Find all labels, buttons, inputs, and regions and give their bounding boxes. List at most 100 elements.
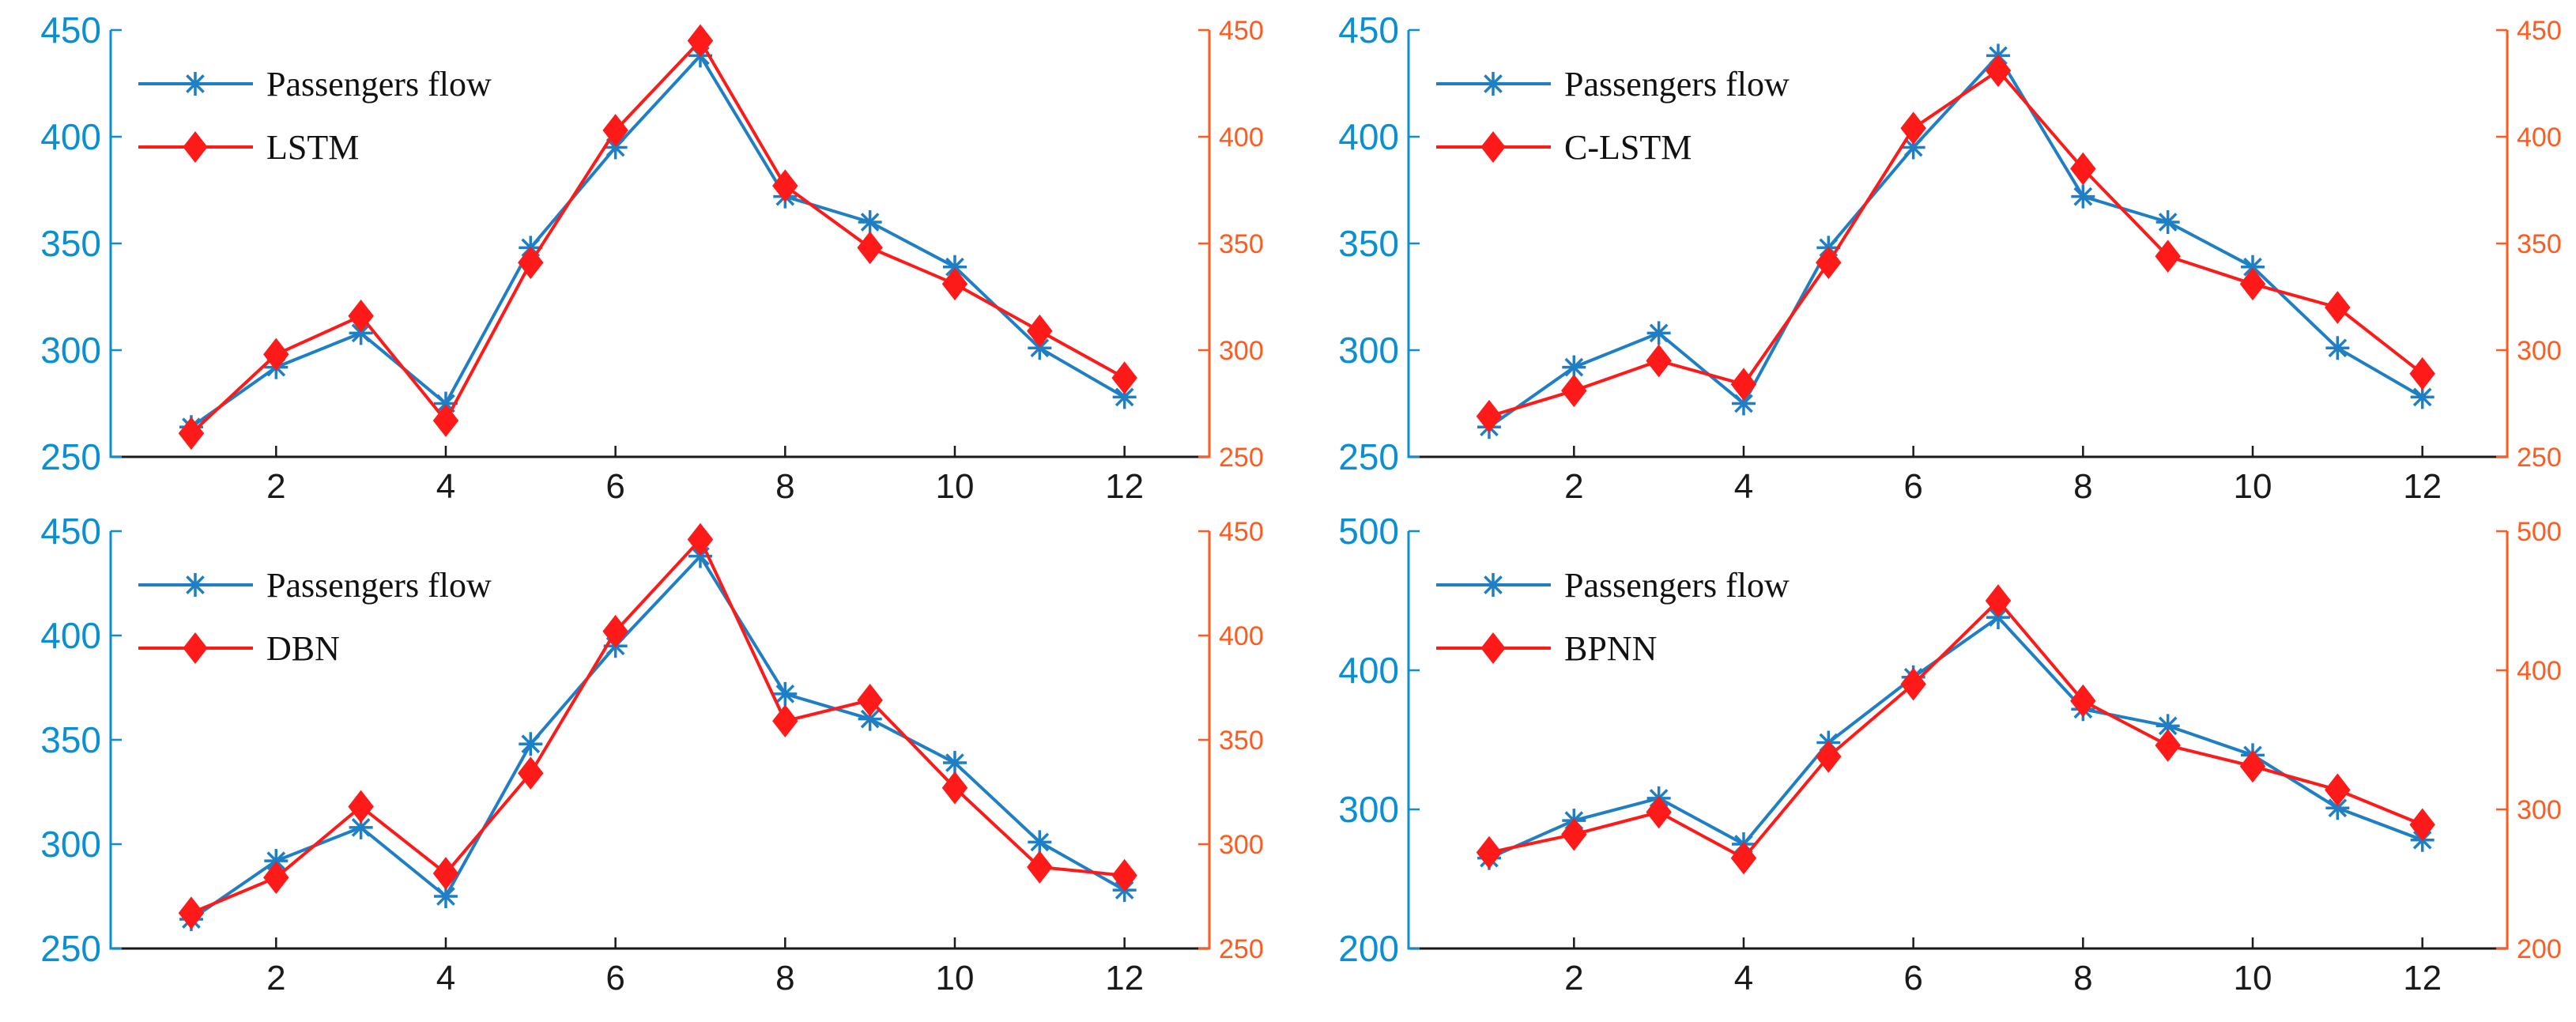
point-diamond [2239, 749, 2266, 783]
point-diamond [2325, 773, 2351, 807]
x-tick-label: 2 [1564, 959, 1583, 997]
point-star [2325, 336, 2350, 360]
legend-label: C-LSTM [1564, 128, 1692, 167]
x-tick-label: 10 [936, 467, 975, 506]
y-tick-label-right: 450 [2517, 16, 2562, 46]
point-diamond [1730, 368, 1757, 402]
y-tick-label-right: 250 [1219, 934, 1264, 964]
x-tick-label: 6 [1903, 959, 1922, 997]
point-star [264, 849, 289, 873]
y-tick-label-right: 300 [1219, 336, 1264, 366]
series-line-actual [1488, 616, 2423, 860]
point-star [1028, 336, 1052, 360]
legend-label: DBN [266, 629, 340, 668]
y-tick-label-left: 300 [40, 824, 101, 865]
legend-entry-predicted: C-LSTM [1436, 128, 1692, 167]
y-tick-label-right: 200 [2517, 934, 2562, 964]
x-tick-label: 4 [1734, 467, 1753, 506]
legend-diamond-marker [183, 632, 208, 664]
point-diamond [1730, 841, 1757, 875]
legend-star-marker [1481, 72, 1505, 96]
point-diamond [1561, 374, 1587, 408]
point-diamond [1985, 54, 2012, 88]
x-tick-label: 12 [1105, 467, 1144, 506]
point-diamond [1816, 740, 1842, 773]
x-tick-label: 6 [1903, 467, 1922, 506]
point-diamond [857, 231, 883, 265]
x-tick-label: 12 [2403, 467, 2442, 506]
point-diamond [772, 704, 798, 738]
point-diamond [1476, 399, 1503, 433]
y-tick-label-left: 250 [1338, 436, 1399, 477]
series-line-predicted [190, 39, 1126, 435]
legend-star-marker [1481, 573, 1505, 597]
y-tick-label-left: 300 [1338, 330, 1399, 371]
point-diamond [1985, 584, 2012, 617]
point-diamond [1900, 667, 1926, 701]
y-tick-label-left: 350 [40, 223, 101, 264]
legend-label: Passengers flow [266, 566, 492, 605]
point-star [349, 321, 373, 345]
chart-panel-bottom-left: 2 4 6 8 10 12 250 300 350 400 450 250 300 350 400 450 Pa… [40, 511, 1263, 997]
y-tick-label-right: 400 [1219, 621, 1264, 651]
point-diamond [178, 417, 205, 451]
y-tick-label-left: 350 [40, 719, 101, 760]
point-star [1028, 830, 1052, 854]
series-line-actual [1488, 54, 2423, 428]
x-tick-label: 8 [775, 959, 794, 997]
point-diamond [263, 338, 289, 371]
legend-label: LSTM [266, 128, 359, 167]
point-diamond [2409, 356, 2435, 390]
point-diamond [518, 246, 544, 280]
point-diamond [2409, 808, 2435, 842]
series-line-predicted [1488, 599, 2423, 860]
point-star [1562, 355, 1586, 379]
y-tick-label-right: 250 [2517, 443, 2562, 473]
point-diamond [687, 522, 714, 556]
point-diamond [602, 114, 628, 147]
point-diamond [432, 404, 459, 437]
y-tick-label-right: 450 [1219, 517, 1264, 547]
point-diamond [941, 771, 968, 805]
legend-diamond-marker [1480, 632, 1506, 664]
x-tick-label: 8 [775, 467, 794, 506]
point-star [433, 391, 458, 416]
point-diamond [1900, 111, 1926, 145]
point-diamond [518, 756, 544, 790]
point-diamond [1646, 795, 1672, 829]
y-tick-label-right: 400 [1219, 123, 1264, 153]
point-diamond [1111, 858, 1137, 892]
point-star [858, 210, 882, 234]
x-tick-label: 4 [1734, 959, 1753, 997]
point-star [603, 135, 628, 160]
legend-label: Passengers flow [1564, 566, 1790, 605]
y-tick-label-right: 350 [2517, 229, 2562, 259]
y-tick-label-right: 350 [1219, 726, 1264, 756]
x-tick-label: 2 [1564, 467, 1583, 506]
chart-panel-top-right: 2 4 6 8 10 12 250 300 350 400 450 250 300 350 400 450 Pa… [1338, 9, 2561, 506]
y-tick-label-right: 300 [2517, 795, 2562, 825]
point-diamond [1476, 835, 1503, 869]
legend-diamond-marker [183, 131, 208, 163]
y-tick-label-right: 500 [2517, 517, 2562, 547]
point-star [2155, 714, 2180, 738]
x-tick-label: 12 [2403, 959, 2442, 997]
x-tick-label: 8 [2073, 467, 2092, 506]
point-diamond [1816, 246, 1842, 280]
point-star [942, 255, 967, 279]
point-diamond [687, 24, 714, 58]
point-star [433, 884, 458, 908]
y-tick-label-left: 400 [1338, 650, 1399, 691]
series-line-predicted [1488, 69, 2423, 418]
chart-panel-top-left: 2 4 6 8 10 12 250 300 350 400 450 250 300 350 400 450 Pa… [40, 9, 1263, 506]
point-diamond [178, 896, 205, 930]
point-star [2071, 184, 2095, 209]
point-star [2155, 210, 2180, 234]
point-diamond [2325, 291, 2351, 324]
legend-entry-actual: Passengers flow [138, 65, 492, 104]
x-tick-label: 8 [2073, 959, 2092, 997]
point-diamond [348, 790, 374, 824]
legend-entry-actual: Passengers flow [1436, 566, 1790, 605]
x-tick-label: 4 [436, 959, 455, 997]
point-diamond [602, 614, 628, 648]
